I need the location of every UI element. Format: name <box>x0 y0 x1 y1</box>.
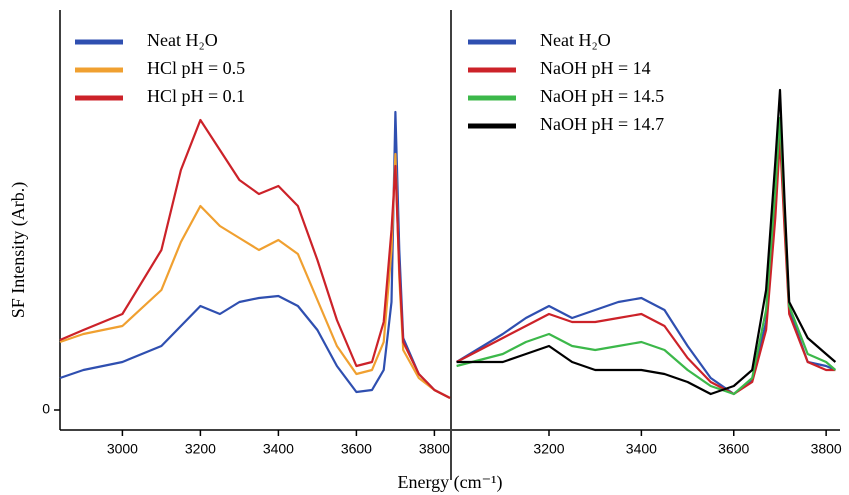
legend-label: Neat H₂O <box>540 30 611 50</box>
x-tick-label: 3800 <box>811 441 842 457</box>
legend-label: NaOH pH = 14.7 <box>540 114 664 134</box>
legend-label: Neat H₂O <box>147 30 218 50</box>
x-tick-label: 3400 <box>626 441 657 457</box>
y-axis-label: SF Intensity (Arb.) <box>8 182 29 319</box>
x-tick-label: 3200 <box>533 441 564 457</box>
y-tick-label: 0 <box>42 401 50 417</box>
x-tick-label: 3800 <box>419 441 450 457</box>
x-tick-label: 3600 <box>718 441 749 457</box>
legend-label: NaOH pH = 14 <box>540 58 651 78</box>
legend-label: HCl pH = 0.1 <box>147 86 245 106</box>
x-tick-label: 3200 <box>185 441 216 457</box>
x-tick-label: 3000 <box>107 441 138 457</box>
data-line <box>456 136 836 396</box>
legend-label: NaOH pH = 14.5 <box>540 86 664 106</box>
data-line <box>456 88 837 396</box>
data-line <box>59 118 451 399</box>
x-axis-label: Energy (cm⁻¹) <box>397 472 502 493</box>
x-tick-label: 3600 <box>341 441 372 457</box>
x-tick-label: 3400 <box>263 441 294 457</box>
legend-label: HCl pH = 0.5 <box>147 58 245 78</box>
